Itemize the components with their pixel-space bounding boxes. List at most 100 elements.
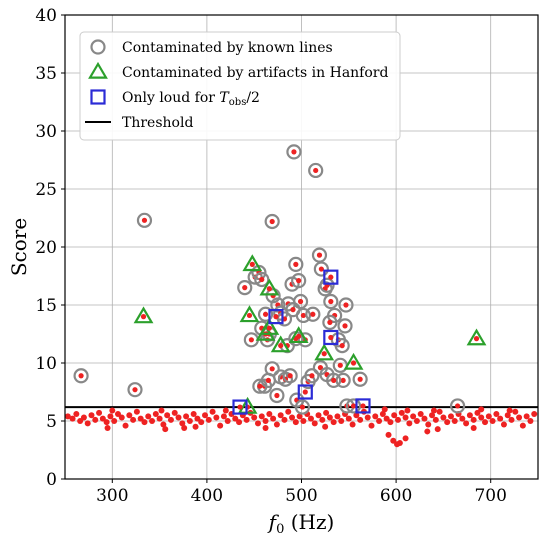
flagged-point-circle [282, 368, 298, 384]
data-point [171, 409, 178, 416]
data-point [424, 428, 431, 435]
data-point [447, 413, 454, 420]
data-point [181, 424, 188, 431]
legend-marker-triangle [88, 61, 108, 79]
flagged-point-circle [291, 273, 307, 289]
data-point [73, 411, 80, 418]
legend-label: Contaminated by known lines [122, 40, 333, 56]
data-point [137, 415, 144, 422]
data-point [508, 416, 515, 423]
flagged-point-triangle [270, 335, 291, 353]
y-tick-label: 0 [46, 470, 57, 490]
data-point [307, 415, 314, 422]
data-point [330, 419, 337, 426]
background-points [64, 406, 538, 448]
flagged-point-circle [288, 256, 304, 272]
data-point [133, 408, 140, 415]
legend-item-hanford: Contaminated by artifacts in Hanford [88, 61, 388, 81]
flagged-point-circle [338, 297, 354, 313]
data-point [387, 419, 394, 426]
flagged-point-circle [73, 368, 89, 384]
y-axis-label: Score [7, 218, 31, 276]
data-point [194, 415, 201, 422]
data-point [531, 411, 538, 418]
flagged-point-square [323, 329, 339, 346]
legend-label: Threshold [122, 115, 193, 131]
data-point [222, 407, 229, 414]
data-point [232, 415, 239, 422]
data-point [262, 418, 269, 424]
flagged-point-circle [286, 144, 302, 160]
data-point [402, 435, 409, 442]
data-point [175, 414, 182, 421]
data-point [394, 416, 401, 423]
flagged-point-circle [237, 280, 253, 296]
data-point [251, 414, 258, 421]
data-point [430, 407, 437, 414]
data-point [482, 419, 489, 426]
data-point [69, 415, 76, 422]
data-point [334, 413, 341, 420]
data-point [376, 418, 383, 424]
y-tick-label: 15 [35, 296, 57, 316]
data-point [96, 409, 103, 416]
data-point [519, 422, 526, 429]
flagged-point-circle [252, 378, 268, 394]
data-point [372, 413, 379, 420]
flagged-point-triangle [259, 278, 280, 296]
legend-label: Contaminated by artifacts in Hanford [122, 65, 388, 81]
data-point [84, 420, 91, 427]
data-point [357, 416, 364, 423]
flagged-point-circle [127, 382, 143, 398]
data-point [474, 409, 481, 416]
data-point [398, 409, 405, 416]
y-tick-label: 40 [35, 6, 57, 26]
data-point [164, 412, 171, 419]
data-point [485, 413, 492, 420]
x-tick-label: 600 [380, 486, 412, 506]
data-point [300, 418, 307, 424]
legend-item-known_lines: Contaminated by known lines [90, 39, 333, 56]
data-point [77, 418, 84, 424]
data-point [190, 411, 197, 418]
data-point [243, 416, 250, 423]
data-point [126, 412, 133, 419]
legend-marker-circle [90, 39, 106, 55]
data-point [167, 416, 174, 423]
legend-label: Only loud for Tobs/2 [122, 90, 260, 108]
flagged-point-triangle [466, 328, 487, 346]
flagged-point-circle [304, 368, 320, 384]
data-point [162, 426, 169, 433]
data-point [478, 406, 485, 413]
data-point [385, 431, 392, 438]
y-tick-label: 5 [46, 412, 57, 432]
data-point [217, 422, 224, 429]
y-tick-label: 10 [35, 354, 57, 374]
data-point [209, 408, 216, 415]
data-point [107, 413, 114, 420]
x-tick-label: 300 [96, 486, 128, 506]
data-point [122, 422, 129, 429]
y-tick-label: 25 [35, 180, 57, 200]
flagged-point-triangle [314, 343, 335, 361]
data-point [104, 424, 111, 431]
data-point [383, 415, 390, 422]
data-point [109, 407, 116, 414]
x-tick-label: 700 [474, 486, 506, 506]
flagged-point-circle [332, 357, 348, 373]
data-point [451, 418, 458, 424]
data-point [413, 418, 420, 424]
data-point [183, 413, 190, 420]
data-point [198, 419, 205, 426]
data-point [202, 412, 209, 419]
data-point [436, 408, 443, 415]
data-point [273, 421, 280, 428]
flagged-point-circle [295, 307, 311, 324]
data-point [205, 416, 212, 423]
data-point [311, 420, 318, 427]
data-point [466, 412, 473, 419]
flagged-point-circle [334, 338, 350, 354]
flagged-point-square [268, 309, 284, 325]
data-point [114, 411, 121, 418]
data-point [504, 412, 511, 419]
